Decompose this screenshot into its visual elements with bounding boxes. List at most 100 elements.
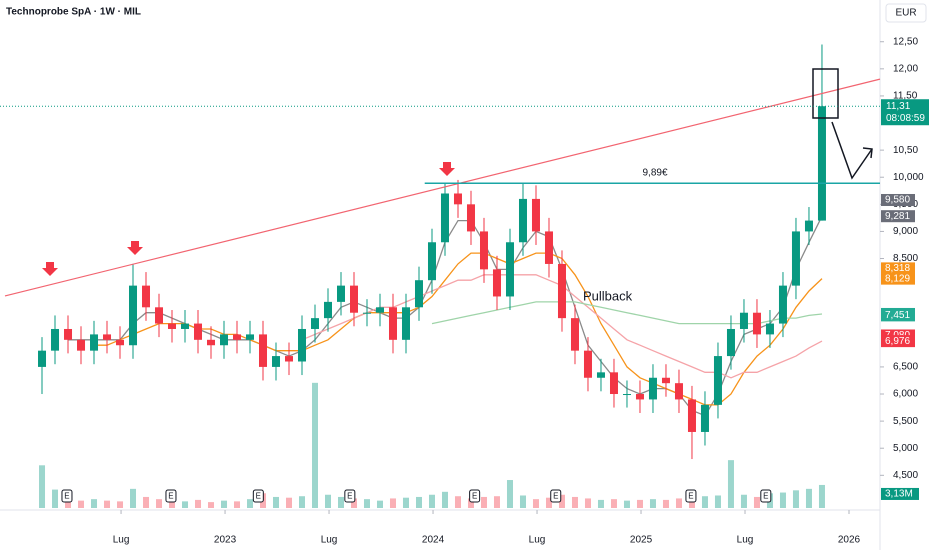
badge-label: 7,451 bbox=[885, 310, 910, 321]
level-label: 9,89€ bbox=[642, 168, 667, 179]
volume-bar bbox=[104, 500, 111, 508]
volume-bar bbox=[727, 460, 734, 508]
volume-bar bbox=[597, 499, 604, 508]
y-tick-label: 4,500 bbox=[893, 470, 918, 481]
volume-bar bbox=[337, 496, 344, 508]
y-tick-label: 11,50 bbox=[893, 91, 918, 102]
candle-body bbox=[544, 231, 553, 264]
candle-body bbox=[752, 312, 761, 335]
candle-body bbox=[168, 323, 177, 329]
candle-body bbox=[233, 334, 242, 340]
volume-badge bbox=[881, 487, 919, 500]
candle-body bbox=[142, 285, 151, 308]
candle-body bbox=[116, 339, 125, 346]
event-marker bbox=[344, 489, 356, 503]
candle-body bbox=[155, 307, 164, 324]
candle-body bbox=[375, 307, 384, 313]
candle-body bbox=[440, 193, 449, 243]
volume-bar bbox=[779, 492, 786, 508]
event-marker bbox=[165, 489, 177, 503]
candle-body bbox=[778, 285, 787, 324]
volume-bar bbox=[247, 499, 254, 508]
volume-bar bbox=[545, 497, 552, 508]
x-tick-label: 2026 bbox=[838, 535, 861, 546]
volume-bar bbox=[234, 501, 241, 508]
candle-body bbox=[596, 372, 605, 378]
candle-body bbox=[609, 372, 618, 395]
y-tick-label: 5,500 bbox=[893, 416, 918, 427]
volume-bar bbox=[415, 496, 422, 508]
candle-body bbox=[700, 404, 709, 432]
candle-layer bbox=[38, 44, 826, 460]
x-tick-label: Lug bbox=[113, 535, 130, 546]
candle-body bbox=[246, 334, 255, 340]
volume-bar bbox=[117, 501, 124, 508]
volume-bar bbox=[298, 496, 305, 508]
volume-bar bbox=[286, 497, 293, 508]
arrow-marker bbox=[42, 262, 58, 276]
arrow-marker bbox=[439, 162, 455, 176]
volume-bar bbox=[753, 496, 760, 508]
candle-body bbox=[791, 231, 800, 286]
volume-bar bbox=[221, 500, 228, 508]
event-marker bbox=[760, 489, 772, 503]
volume-bar bbox=[558, 494, 565, 508]
candle-body bbox=[272, 356, 281, 367]
candle-body bbox=[817, 106, 826, 221]
badge-label: 6,976 bbox=[885, 336, 910, 347]
candle-body bbox=[622, 394, 631, 396]
currency[interactable]: EUR bbox=[895, 8, 916, 19]
volume-bar bbox=[428, 494, 435, 508]
volume-bar bbox=[740, 494, 747, 508]
candle-body bbox=[687, 399, 696, 432]
currency-box[interactable] bbox=[885, 3, 927, 23]
y-tick-label: 5,000 bbox=[893, 443, 918, 454]
event-marker bbox=[469, 489, 481, 503]
volume-bar bbox=[506, 480, 513, 508]
value-badge bbox=[881, 262, 915, 275]
volume-bar bbox=[350, 498, 357, 508]
volume-bar bbox=[467, 498, 474, 508]
event-label: E bbox=[553, 492, 558, 501]
event-label: E bbox=[168, 492, 173, 501]
y-tick-label: 10,50 bbox=[893, 145, 918, 156]
y-tick-label: 10,000 bbox=[893, 172, 924, 183]
volume-bar bbox=[649, 499, 656, 508]
candle-body bbox=[336, 285, 345, 302]
volume-bar bbox=[480, 496, 487, 508]
volume-bar bbox=[208, 502, 215, 508]
x-tick-label: Lug bbox=[529, 535, 546, 546]
value-badge bbox=[881, 193, 915, 206]
candle-body bbox=[90, 334, 99, 351]
candle-body bbox=[362, 312, 371, 314]
volume-bar bbox=[714, 495, 721, 508]
volume-bar bbox=[402, 497, 409, 508]
value-badge bbox=[881, 210, 915, 223]
candle-body bbox=[713, 356, 722, 405]
volume-bar bbox=[130, 488, 137, 508]
candle-body bbox=[739, 312, 748, 329]
candle-body bbox=[674, 383, 683, 400]
y-tick-label: 12,00 bbox=[893, 63, 918, 74]
volume-bar bbox=[675, 498, 682, 508]
event-label: E bbox=[64, 492, 69, 501]
volume-bar bbox=[805, 488, 812, 508]
candle-body bbox=[388, 307, 397, 340]
candle-body bbox=[479, 231, 488, 270]
volume-bar bbox=[169, 500, 176, 508]
candle-body bbox=[765, 323, 774, 335]
badge-label: 9,281 bbox=[885, 211, 910, 222]
volume-bar bbox=[662, 499, 669, 508]
y-tick-label: 12,50 bbox=[893, 36, 918, 47]
volume-bar bbox=[311, 382, 318, 508]
candle-body bbox=[51, 328, 60, 351]
candle-body bbox=[259, 334, 268, 367]
volume-bar bbox=[701, 496, 708, 508]
badge-label: 8,318 bbox=[885, 263, 910, 274]
volume-bar bbox=[610, 499, 617, 508]
candle-body bbox=[453, 193, 462, 205]
event-marker bbox=[550, 489, 562, 503]
